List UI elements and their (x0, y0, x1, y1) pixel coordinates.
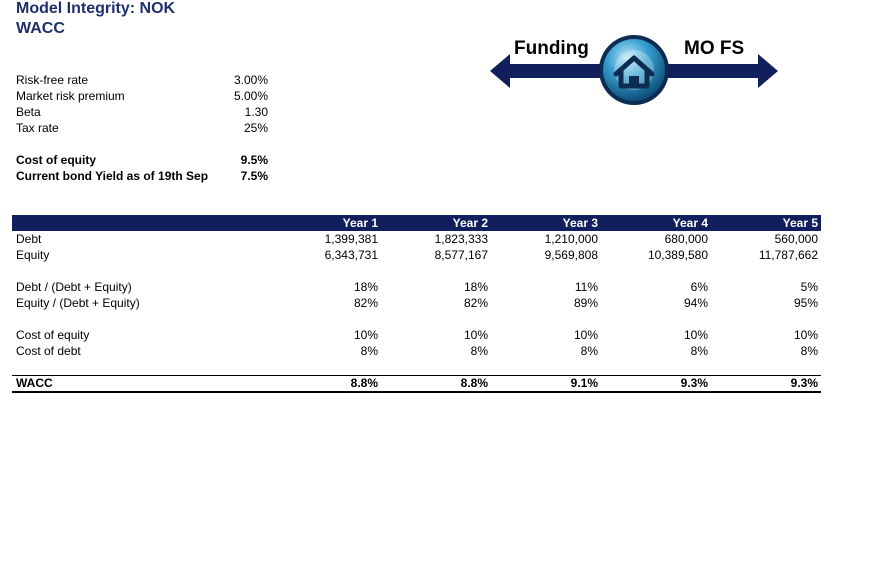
table-cell: 10% (463, 328, 488, 342)
input-value-beta[interactable]: 1.30 (244, 105, 268, 119)
mo-fs-link[interactable]: MO FS (684, 38, 745, 59)
right-arrow-icon[interactable] (660, 54, 778, 88)
table-cell: 8.8% (350, 376, 378, 390)
table-cell: 11,787,662 (758, 248, 818, 262)
input-label-tax-rate: Tax rate (16, 121, 59, 135)
table-header: Year 1 Year 2 Year 3 Year 4 Year 5 (12, 215, 821, 231)
navigation-graphic: Funding MO FS (488, 34, 780, 108)
table-cell: 10% (793, 328, 818, 342)
table-row-equity-ratio: Equity / (Debt + Equity) 82% 82% 89% 94%… (12, 295, 821, 311)
col-header-year-3: Year 3 (562, 216, 598, 230)
table-cell: 9,569,808 (544, 248, 598, 262)
table-cell: 5% (800, 280, 818, 294)
table-cell: 82% (463, 296, 488, 310)
table-cell: 680,000 (664, 232, 708, 246)
output-label-cost-of-equity: Cost of equity (16, 153, 96, 167)
table-cell: 9.1% (570, 376, 598, 390)
input-label-risk-free-rate: Risk-free rate (16, 73, 89, 87)
table-cell: 1,210,000 (544, 232, 598, 246)
table-cell: 8% (580, 344, 598, 358)
input-label-market-risk-premium: Market risk premium (16, 89, 125, 103)
nav-arrows (490, 35, 778, 105)
row-label: Debt (16, 232, 42, 246)
spacer (12, 263, 821, 279)
table-cell: 8% (800, 344, 818, 358)
table-cell: 8,577,167 (434, 248, 488, 262)
table-cell: 1,399,381 (324, 232, 378, 246)
table-row-debt-ratio: Debt / (Debt + Equity) 18% 18% 11% 6% 5% (12, 279, 821, 295)
wacc-table: Year 1 Year 2 Year 3 Year 4 Year 5 Debt … (12, 215, 821, 393)
output-label-bond-yield: Current bond Yield as of 19th Sep (16, 169, 209, 183)
table-cell: 89% (573, 296, 598, 310)
home-icon (613, 55, 655, 89)
col-header-year-5: Year 5 (782, 216, 818, 230)
table-cell: 11% (574, 280, 598, 294)
row-label: Equity (16, 248, 50, 262)
table-row-cost-of-equity: Cost of equity 10% 10% 10% 10% 10% (12, 327, 821, 343)
col-header-year-2: Year 2 (452, 216, 488, 230)
output-value-cost-of-equity: 9.5% (240, 153, 268, 167)
spacer (12, 359, 821, 375)
table-cell: 95% (793, 296, 818, 310)
table-cell: 10,389,580 (647, 248, 708, 262)
output-value-bond-yield: 7.5% (240, 169, 268, 183)
spacer (12, 311, 821, 327)
table-row-cost-of-debt: Cost of debt 8% 8% 8% 8% 8% (12, 343, 821, 359)
table-cell: 1,823,333 (434, 232, 488, 246)
input-label-beta: Beta (16, 105, 41, 119)
table-cell: 8% (360, 344, 378, 358)
table-cell: 8% (470, 344, 488, 358)
page-subtitle: WACC (16, 20, 65, 37)
table-cell: 10% (683, 328, 708, 342)
input-value-market-risk-premium[interactable]: 5.00% (233, 89, 268, 103)
table-row-debt: Debt 1,399,381 1,823,333 1,210,000 680,0… (12, 231, 821, 247)
table-cell: 8% (690, 344, 708, 358)
table-cell: 9.3% (790, 376, 818, 390)
table-cell: 18% (463, 280, 488, 294)
col-header-year-4: Year 4 (672, 216, 708, 230)
table-cell: 9.3% (680, 376, 708, 390)
table-cell: 8.8% (460, 376, 488, 390)
row-label: WACC (16, 376, 53, 390)
row-label: Cost of equity (16, 328, 90, 342)
home-button[interactable] (599, 35, 669, 105)
table-cell: 560,000 (774, 232, 818, 246)
input-value-tax-rate[interactable]: 25% (243, 121, 268, 135)
table-cell: 82% (353, 296, 378, 310)
page-title: Model Integrity: NOK (16, 0, 176, 17)
row-label: Equity / (Debt + Equity) (16, 296, 140, 310)
row-label: Cost of debt (16, 344, 81, 358)
table-row-wacc: WACC 8.8% 8.8% 9.1% 9.3% 9.3% (12, 375, 821, 393)
table-row-equity: Equity 6,343,731 8,577,167 9,569,808 10,… (12, 247, 821, 263)
funding-link[interactable]: Funding (514, 38, 589, 59)
row-label: Debt / (Debt + Equity) (16, 280, 132, 294)
table-cell: 18% (353, 280, 378, 294)
table-cell: 10% (573, 328, 598, 342)
left-arrow-icon[interactable] (490, 54, 608, 88)
col-header-year-1: Year 1 (342, 216, 378, 230)
table-cell: 10% (353, 328, 378, 342)
input-value-risk-free-rate[interactable]: 3.00% (233, 73, 268, 87)
table-cell: 6,343,731 (324, 248, 378, 262)
table-cell: 6% (690, 280, 708, 294)
table-cell: 94% (683, 296, 708, 310)
